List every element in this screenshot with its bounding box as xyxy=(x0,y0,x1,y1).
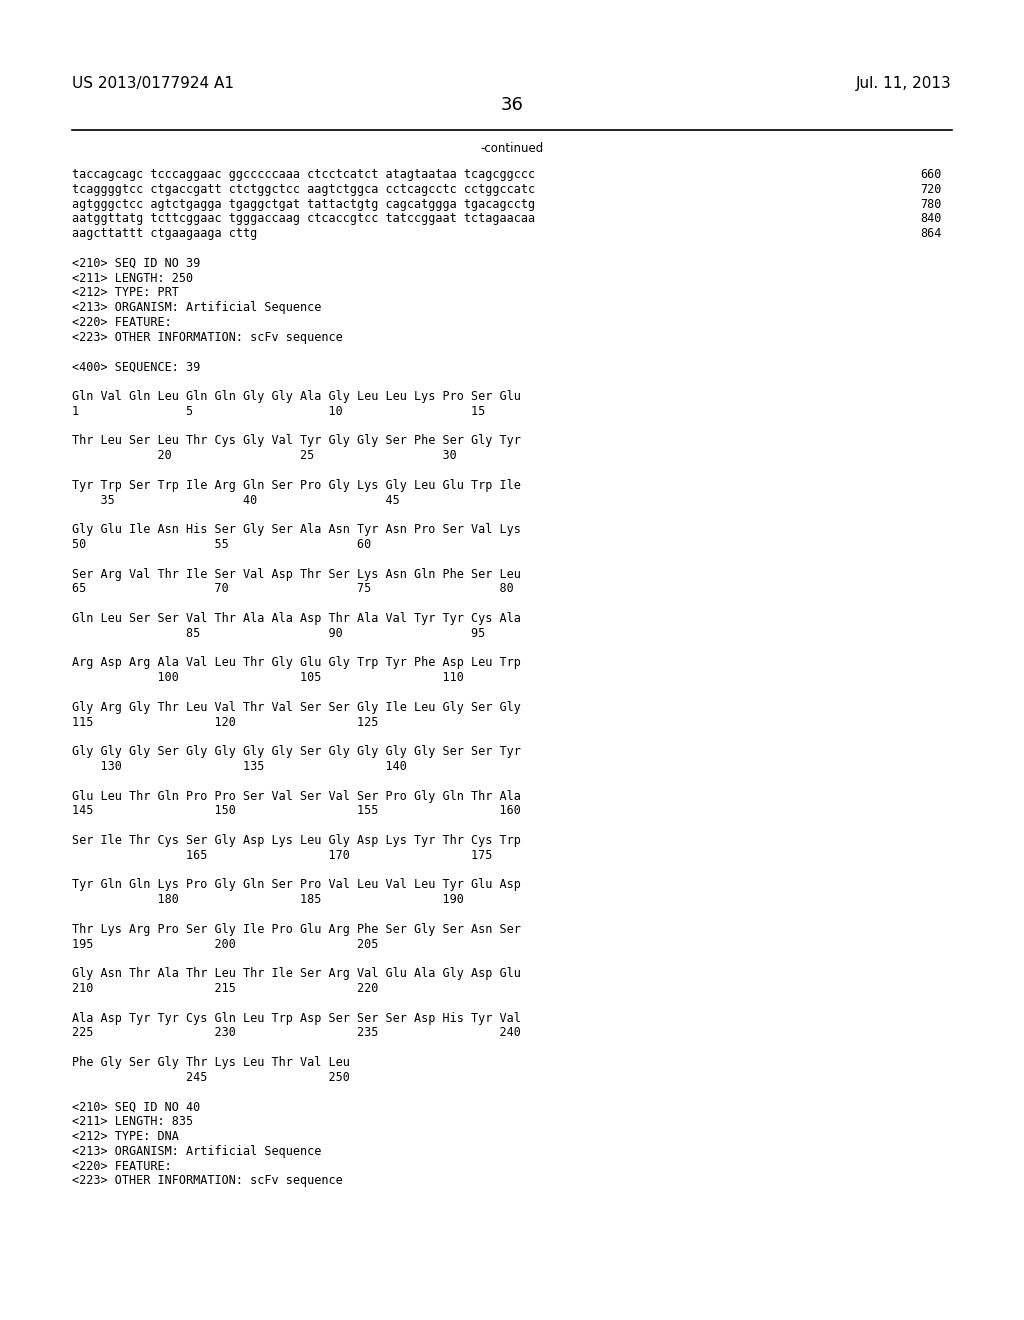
Text: 85                  90                  95: 85 90 95 xyxy=(72,627,485,640)
Text: <400> SEQUENCE: 39: <400> SEQUENCE: 39 xyxy=(72,360,201,374)
Text: Gly Arg Gly Thr Leu Val Thr Val Ser Ser Gly Ile Leu Gly Ser Gly: Gly Arg Gly Thr Leu Val Thr Val Ser Ser … xyxy=(72,701,521,714)
Text: 180                 185                 190: 180 185 190 xyxy=(72,894,464,907)
Text: agtgggctcc agtctgagga tgaggctgat tattactgtg cagcatggga tgacagcctg: agtgggctcc agtctgagga tgaggctgat tattact… xyxy=(72,198,536,211)
Text: Tyr Trp Ser Trp Ile Arg Gln Ser Pro Gly Lys Gly Leu Glu Trp Ile: Tyr Trp Ser Trp Ile Arg Gln Ser Pro Gly … xyxy=(72,479,521,492)
Text: 130                 135                 140: 130 135 140 xyxy=(72,760,407,774)
Text: 65                  70                  75                  80: 65 70 75 80 xyxy=(72,582,514,595)
Text: 20                  25                  30: 20 25 30 xyxy=(72,449,457,462)
Text: 115                 120                 125: 115 120 125 xyxy=(72,715,379,729)
Text: Ala Asp Tyr Tyr Cys Gln Leu Trp Asp Ser Ser Ser Asp His Tyr Val: Ala Asp Tyr Tyr Cys Gln Leu Trp Asp Ser … xyxy=(72,1011,521,1024)
Text: Gln Leu Ser Ser Val Thr Ala Ala Asp Thr Ala Val Tyr Tyr Cys Ala: Gln Leu Ser Ser Val Thr Ala Ala Asp Thr … xyxy=(72,612,521,624)
Text: Gln Val Gln Leu Gln Gln Gly Gly Ala Gly Leu Leu Lys Pro Ser Glu: Gln Val Gln Leu Gln Gln Gly Gly Ala Gly … xyxy=(72,389,521,403)
Text: <223> OTHER INFORMATION: scFv sequence: <223> OTHER INFORMATION: scFv sequence xyxy=(72,331,343,343)
Text: <211> LENGTH: 250: <211> LENGTH: 250 xyxy=(72,272,194,285)
Text: Glu Leu Thr Gln Pro Pro Ser Val Ser Val Ser Pro Gly Gln Thr Ala: Glu Leu Thr Gln Pro Pro Ser Val Ser Val … xyxy=(72,789,521,803)
Text: 50                  55                  60: 50 55 60 xyxy=(72,539,372,550)
Text: <211> LENGTH: 835: <211> LENGTH: 835 xyxy=(72,1115,194,1129)
Text: Arg Asp Arg Ala Val Leu Thr Gly Glu Gly Trp Tyr Phe Asp Leu Trp: Arg Asp Arg Ala Val Leu Thr Gly Glu Gly … xyxy=(72,656,521,669)
Text: 195                 200                 205: 195 200 205 xyxy=(72,937,379,950)
Text: Ser Arg Val Thr Ile Ser Val Asp Thr Ser Lys Asn Gln Phe Ser Leu: Ser Arg Val Thr Ile Ser Val Asp Thr Ser … xyxy=(72,568,521,581)
Text: Jul. 11, 2013: Jul. 11, 2013 xyxy=(856,77,952,91)
Text: Ser Ile Thr Cys Ser Gly Asp Lys Leu Gly Asp Lys Tyr Thr Cys Trp: Ser Ile Thr Cys Ser Gly Asp Lys Leu Gly … xyxy=(72,834,521,847)
Text: <223> OTHER INFORMATION: scFv sequence: <223> OTHER INFORMATION: scFv sequence xyxy=(72,1175,343,1188)
Text: tcaggggtcc ctgaccgatt ctctggctcc aagtctggca cctcagcctc cctggccatc: tcaggggtcc ctgaccgatt ctctggctcc aagtctg… xyxy=(72,182,536,195)
Text: <220> FEATURE:: <220> FEATURE: xyxy=(72,1159,172,1172)
Text: <212> TYPE: PRT: <212> TYPE: PRT xyxy=(72,286,179,300)
Text: aagcttattt ctgaagaaga cttg: aagcttattt ctgaagaaga cttg xyxy=(72,227,257,240)
Text: 145                 150                 155                 160: 145 150 155 160 xyxy=(72,804,521,817)
Text: 245                 250: 245 250 xyxy=(72,1071,350,1084)
Text: Tyr Gln Gln Lys Pro Gly Gln Ser Pro Val Leu Val Leu Tyr Glu Asp: Tyr Gln Gln Lys Pro Gly Gln Ser Pro Val … xyxy=(72,878,521,891)
Text: <210> SEQ ID NO 40: <210> SEQ ID NO 40 xyxy=(72,1101,201,1113)
Text: 1               5                   10                  15: 1 5 10 15 xyxy=(72,405,485,418)
Text: 165                 170                 175: 165 170 175 xyxy=(72,849,493,862)
Text: 720: 720 xyxy=(921,182,942,195)
Text: -continued: -continued xyxy=(480,143,544,154)
Text: 780: 780 xyxy=(921,198,942,211)
Text: Thr Leu Ser Leu Thr Cys Gly Val Tyr Gly Gly Ser Phe Ser Gly Tyr: Thr Leu Ser Leu Thr Cys Gly Val Tyr Gly … xyxy=(72,434,521,447)
Text: taccagcagc tcccaggaac ggcccccaaa ctcctcatct atagtaataa tcagcggccc: taccagcagc tcccaggaac ggcccccaaa ctcctca… xyxy=(72,168,536,181)
Text: Gly Asn Thr Ala Thr Leu Thr Ile Ser Arg Val Glu Ala Gly Asp Glu: Gly Asn Thr Ala Thr Leu Thr Ile Ser Arg … xyxy=(72,968,521,981)
Text: US 2013/0177924 A1: US 2013/0177924 A1 xyxy=(72,77,234,91)
Text: 35                  40                  45: 35 40 45 xyxy=(72,494,399,507)
Text: 225                 230                 235                 240: 225 230 235 240 xyxy=(72,1027,521,1039)
Text: 210                 215                 220: 210 215 220 xyxy=(72,982,379,995)
Text: <213> ORGANISM: Artificial Sequence: <213> ORGANISM: Artificial Sequence xyxy=(72,301,322,314)
Text: 36: 36 xyxy=(501,96,523,114)
Text: 100                 105                 110: 100 105 110 xyxy=(72,671,464,684)
Text: <213> ORGANISM: Artificial Sequence: <213> ORGANISM: Artificial Sequence xyxy=(72,1144,322,1158)
Text: aatggttatg tcttcggaac tgggaccaag ctcaccgtcc tatccggaat tctagaacaa: aatggttatg tcttcggaac tgggaccaag ctcaccg… xyxy=(72,213,536,226)
Text: <220> FEATURE:: <220> FEATURE: xyxy=(72,315,172,329)
Text: Gly Glu Ile Asn His Ser Gly Ser Ala Asn Tyr Asn Pro Ser Val Lys: Gly Glu Ile Asn His Ser Gly Ser Ala Asn … xyxy=(72,523,521,536)
Text: <210> SEQ ID NO 39: <210> SEQ ID NO 39 xyxy=(72,257,201,269)
Text: Gly Gly Gly Ser Gly Gly Gly Gly Ser Gly Gly Gly Gly Ser Ser Tyr: Gly Gly Gly Ser Gly Gly Gly Gly Ser Gly … xyxy=(72,746,521,758)
Text: 840: 840 xyxy=(921,213,942,226)
Text: Phe Gly Ser Gly Thr Lys Leu Thr Val Leu: Phe Gly Ser Gly Thr Lys Leu Thr Val Leu xyxy=(72,1056,350,1069)
Text: 864: 864 xyxy=(921,227,942,240)
Text: 660: 660 xyxy=(921,168,942,181)
Text: <212> TYPE: DNA: <212> TYPE: DNA xyxy=(72,1130,179,1143)
Text: Thr Lys Arg Pro Ser Gly Ile Pro Glu Arg Phe Ser Gly Ser Asn Ser: Thr Lys Arg Pro Ser Gly Ile Pro Glu Arg … xyxy=(72,923,521,936)
